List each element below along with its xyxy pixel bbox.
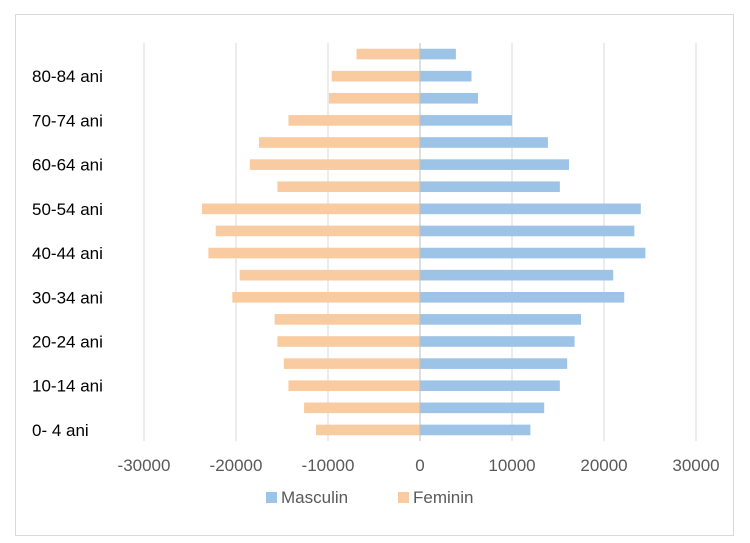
bar-masculin-13 (420, 137, 548, 148)
category-label-16: 80-84 ani (32, 67, 103, 86)
bar-masculin-12 (420, 159, 570, 170)
x-tick-label-0: -30000 (118, 456, 171, 475)
bar-feminin-5 (274, 314, 420, 325)
bar-masculin-11 (420, 181, 560, 193)
category-label-12: 60-64 ani (32, 156, 103, 175)
bar-masculin-0 (420, 424, 531, 436)
bar-feminin-14 (288, 115, 420, 126)
bar-masculin-4 (420, 336, 575, 347)
legend-label-masculin: Masculin (281, 488, 348, 507)
legend-swatch-feminin (398, 492, 409, 503)
bar-masculin-9 (420, 225, 635, 237)
category-label-4: 20-24 ani (32, 333, 103, 352)
bar-masculin-16 (420, 70, 472, 82)
bars (201, 48, 646, 436)
bar-feminin-10 (201, 203, 420, 215)
x-tick-label-2: -10000 (302, 456, 355, 475)
legend-label-feminin: Feminin (413, 488, 473, 507)
legend-swatch-masculin (266, 492, 277, 503)
bar-feminin-9 (215, 225, 420, 237)
bar-feminin-11 (277, 181, 420, 193)
x-tick-label-4: 10000 (488, 456, 535, 475)
bar-masculin-1 (420, 402, 545, 414)
category-label-2: 10-14 ani (32, 377, 103, 396)
x-tick-label-3: 0 (415, 456, 424, 475)
bar-masculin-3 (420, 358, 568, 369)
bar-masculin-2 (420, 380, 560, 392)
legend: Masculin Feminin (266, 488, 473, 507)
population-pyramid-chart: 0- 4 ani 10-14 ani 20-24 ani 30-34 ani 40-44… (32, 43, 720, 507)
bar-feminin-7 (239, 269, 420, 281)
bar-feminin-13 (259, 137, 420, 148)
bar-masculin-8 (420, 247, 646, 259)
category-label-0: 0- 4 ani (32, 421, 89, 440)
x-tick-label-6: 30000 (672, 456, 719, 475)
bar-masculin-7 (420, 269, 614, 281)
category-label-6: 30-34 ani (32, 288, 103, 307)
bar-feminin-15 (328, 92, 420, 104)
bar-feminin-4 (277, 336, 420, 347)
category-label-14: 70-74 ani (32, 111, 103, 130)
bar-masculin-15 (420, 92, 478, 104)
bar-feminin-6 (232, 291, 420, 303)
bar-feminin-0 (316, 424, 420, 436)
chart-frame: 0- 4 ani 10-14 ani 20-24 ani 30-34 ani 40-44… (15, 14, 734, 536)
labels: 0- 4 ani 10-14 ani 20-24 ani 30-34 ani 40-44… (32, 67, 720, 475)
bar-masculin-6 (420, 291, 625, 303)
bar-feminin-1 (304, 402, 420, 414)
bar-feminin-12 (249, 159, 420, 170)
bar-feminin-8 (208, 247, 420, 259)
bar-masculin-10 (420, 203, 641, 215)
category-label-10: 50-54 ani (32, 200, 103, 219)
grid-lines (143, 43, 697, 441)
x-tick-label-1: -20000 (210, 456, 263, 475)
x-tick-label-5: 20000 (580, 456, 627, 475)
bar-feminin-2 (288, 380, 420, 392)
bar-masculin-14 (420, 115, 512, 126)
bar-masculin-5 (420, 314, 581, 325)
bar-feminin-3 (283, 358, 420, 369)
bar-masculin-17 (420, 48, 456, 60)
category-label-8: 40-44 ani (32, 244, 103, 263)
bar-feminin-17 (356, 48, 420, 60)
bar-feminin-16 (331, 70, 420, 82)
